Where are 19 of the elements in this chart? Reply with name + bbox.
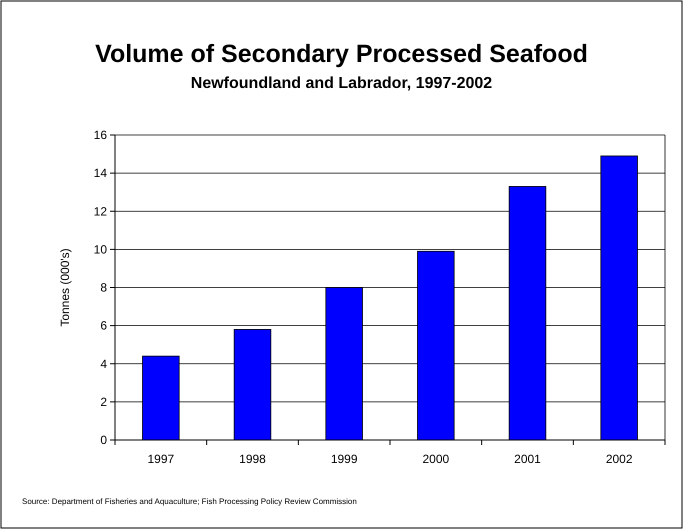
x-tick-label: 1997 [147, 452, 175, 466]
chart-title: Volume of Secondary Processed Seafood [95, 40, 588, 68]
x-tick-label: 2001 [514, 452, 542, 466]
y-tick-label: 16 [94, 128, 108, 142]
y-axis-title: Tonnes (000's) [58, 248, 72, 327]
y-tick-label: 6 [100, 318, 108, 333]
source-note: Source: Department of Fisheries and Aquaculture; Fish Processing Policy Review Commission [22, 497, 357, 506]
x-tick-label: 1998 [239, 452, 266, 466]
y-tick-label: 14 [94, 166, 108, 180]
y-tick-label: 10 [94, 242, 108, 256]
y-tick-label: 2 [100, 394, 108, 409]
x-tick-label: 2002 [606, 452, 633, 466]
y-tick-label: 0 [100, 433, 108, 447]
x-tick-label: 2000 [422, 452, 450, 466]
y-tick-label: 8 [100, 280, 108, 294]
chart-subtitle: Newfoundland and Labrador, 1997-2002 [190, 75, 492, 92]
y-tick-label: 12 [94, 204, 108, 218]
x-tick-label: 1999 [330, 452, 358, 466]
y-tick-label: 4 [100, 356, 108, 371]
